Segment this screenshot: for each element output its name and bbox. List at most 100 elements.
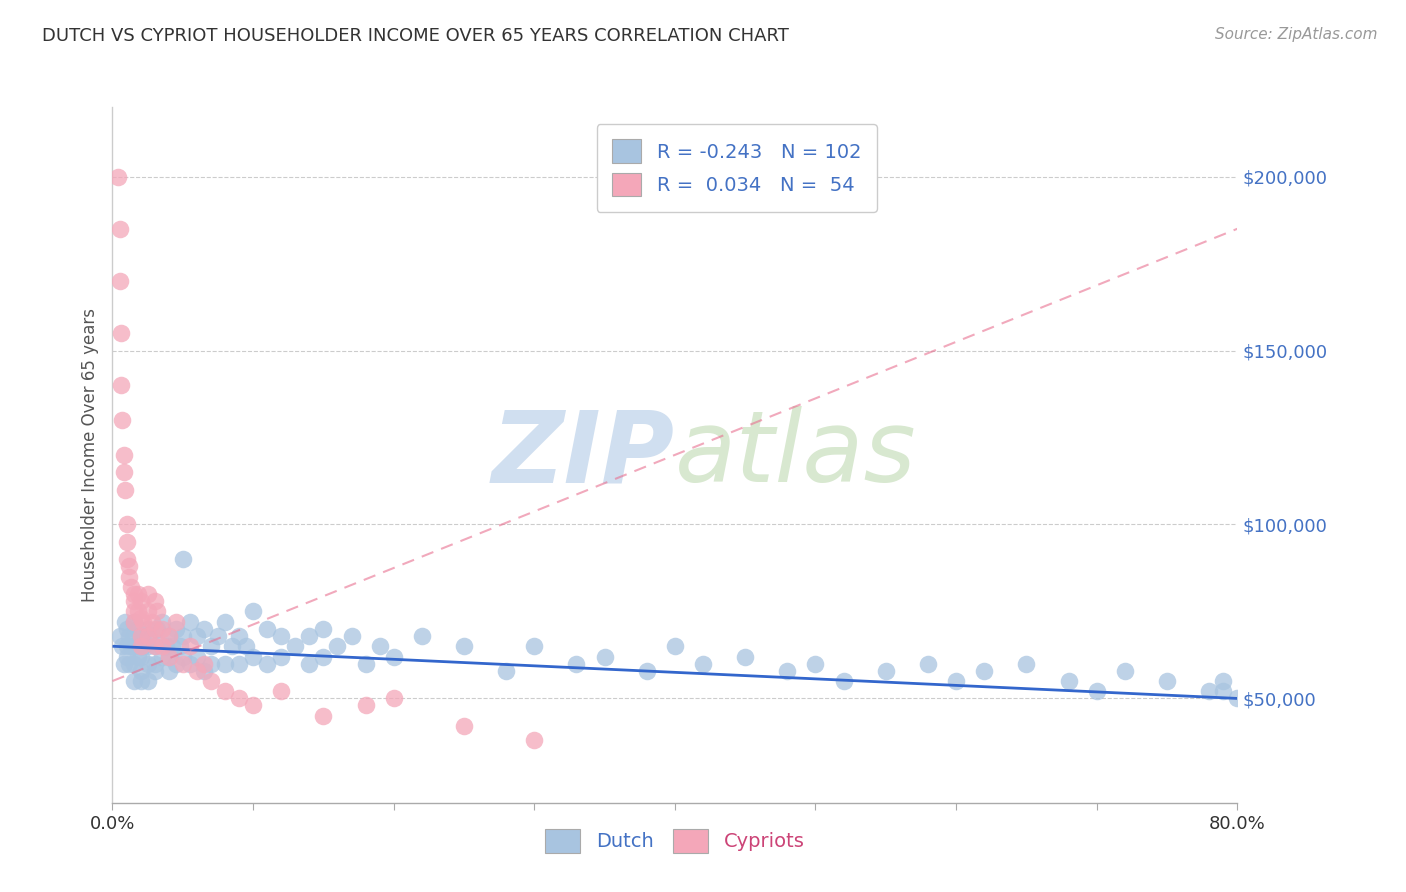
Point — [256, 657, 278, 671]
Point — [136, 657, 159, 671]
Point — [200, 657, 222, 671]
Point — [112, 657, 135, 671]
Point — [105, 30, 128, 45]
Point — [495, 664, 517, 678]
Point — [368, 639, 391, 653]
Point — [193, 664, 215, 678]
Point — [127, 649, 149, 664]
Point — [973, 664, 995, 678]
Point — [129, 664, 152, 678]
Point — [127, 605, 149, 619]
Point — [1156, 674, 1178, 689]
Point — [118, 570, 141, 584]
Point — [242, 605, 264, 619]
Point — [228, 657, 250, 671]
Point — [150, 622, 173, 636]
Point — [875, 664, 897, 678]
Point — [114, 615, 136, 629]
Point — [1057, 674, 1080, 689]
Point — [150, 639, 173, 653]
Point — [157, 649, 180, 664]
Point — [179, 615, 201, 629]
Point — [143, 594, 166, 608]
Point — [1114, 664, 1136, 678]
Point — [129, 639, 152, 653]
Point — [523, 733, 546, 747]
Point — [186, 629, 208, 643]
Point — [136, 674, 159, 689]
Point — [115, 649, 138, 664]
Point — [136, 605, 159, 619]
Point — [157, 664, 180, 678]
Legend: Dutch, Cypriots: Dutch, Cypriots — [536, 820, 814, 863]
Point — [284, 639, 307, 653]
Point — [172, 657, 194, 671]
Point — [165, 615, 187, 629]
Point — [165, 622, 187, 636]
Point — [242, 649, 264, 664]
Point — [453, 719, 475, 733]
Point — [1085, 684, 1108, 698]
Point — [298, 629, 321, 643]
Point — [115, 552, 138, 566]
Point — [326, 639, 349, 653]
Point — [312, 649, 335, 664]
Point — [312, 708, 335, 723]
Point — [150, 649, 173, 664]
Point — [312, 622, 335, 636]
Point — [146, 622, 169, 636]
Point — [112, 466, 135, 480]
Point — [354, 657, 377, 671]
Point — [120, 580, 142, 594]
Point — [132, 639, 155, 653]
Point — [411, 629, 433, 643]
Point — [523, 639, 546, 653]
Point — [136, 629, 159, 643]
Point — [110, 378, 132, 392]
Point — [129, 611, 152, 625]
Point — [172, 649, 194, 664]
Point — [340, 629, 363, 643]
Point — [169, 639, 191, 653]
Point — [136, 639, 159, 653]
Point — [453, 639, 475, 653]
Point — [214, 657, 236, 671]
Point — [1015, 657, 1038, 671]
Point — [157, 629, 180, 643]
Point — [186, 649, 208, 664]
Point — [270, 629, 292, 643]
Point — [150, 615, 173, 629]
Point — [179, 639, 201, 653]
Point — [734, 649, 756, 664]
Point — [122, 615, 145, 629]
Point — [193, 657, 215, 671]
Point — [193, 622, 215, 636]
Point — [214, 684, 236, 698]
Point — [157, 629, 180, 643]
Point — [122, 674, 145, 689]
Point — [200, 674, 222, 689]
Point — [143, 639, 166, 653]
Y-axis label: Householder Income Over 65 years: Householder Income Over 65 years — [80, 308, 98, 602]
Point — [107, 169, 129, 184]
Point — [172, 629, 194, 643]
Point — [141, 615, 163, 629]
Point — [129, 674, 152, 689]
Text: ZIP: ZIP — [492, 407, 675, 503]
Point — [146, 605, 169, 619]
Point — [122, 594, 145, 608]
Point — [136, 587, 159, 601]
Point — [110, 326, 132, 341]
Text: atlas: atlas — [675, 407, 917, 503]
Point — [1212, 684, 1234, 698]
Point — [207, 629, 229, 643]
Point — [114, 483, 136, 497]
Point — [160, 639, 183, 653]
Point — [804, 657, 827, 671]
Point — [664, 639, 686, 653]
Point — [143, 639, 166, 653]
Point — [141, 629, 163, 643]
Point — [143, 664, 166, 678]
Point — [115, 622, 138, 636]
Text: DUTCH VS CYPRIOT HOUSEHOLDER INCOME OVER 65 YEARS CORRELATION CHART: DUTCH VS CYPRIOT HOUSEHOLDER INCOME OVER… — [42, 27, 789, 45]
